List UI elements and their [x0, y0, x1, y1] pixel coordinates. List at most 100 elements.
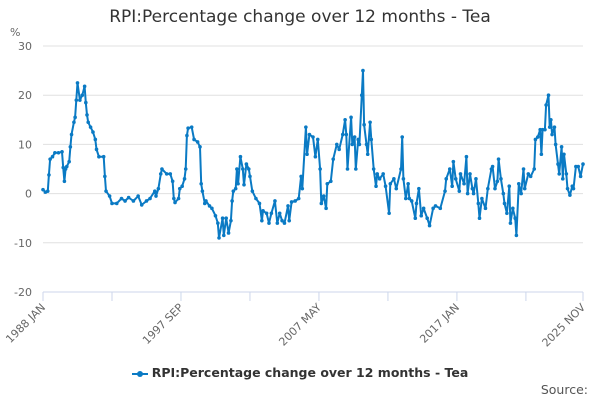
- data-point: [164, 172, 169, 176]
- data-point: [123, 199, 127, 203]
- data-point: [377, 177, 382, 181]
- data-point: [296, 196, 301, 201]
- data-point: [571, 186, 576, 191]
- data-point: [433, 204, 438, 208]
- data-point: [221, 233, 226, 238]
- data-point: [486, 186, 490, 191]
- data-point: [264, 211, 269, 216]
- data-point: [505, 211, 509, 216]
- data-point: [80, 93, 85, 97]
- data-point: [413, 216, 418, 220]
- data-point: [536, 135, 540, 139]
- data-point: [260, 218, 264, 223]
- data-point: [581, 162, 585, 166]
- data-point: [470, 186, 475, 191]
- data-point: [170, 179, 175, 184]
- data-point: [401, 177, 406, 181]
- data-point: [207, 204, 212, 208]
- data-point: [578, 174, 583, 179]
- data-point: [250, 189, 255, 193]
- data-point: [409, 199, 414, 203]
- data-point: [104, 189, 108, 193]
- chart-title: RPI:Percentage change over 12 months - T…: [109, 7, 491, 27]
- data-point: [331, 157, 336, 161]
- data-point: [185, 133, 189, 138]
- data-point: [513, 216, 518, 220]
- data-point: [280, 218, 284, 223]
- data-point: [182, 177, 187, 181]
- data-point: [474, 177, 478, 181]
- data-point: [553, 142, 558, 147]
- data-point: [533, 137, 538, 142]
- data-point: [483, 206, 488, 211]
- data-point: [468, 172, 472, 176]
- data-point: [204, 199, 208, 203]
- data-point: [192, 137, 196, 142]
- data-point: [359, 93, 364, 97]
- data-point: [91, 130, 95, 134]
- data-point: [357, 142, 362, 147]
- y-tick-label: 10: [18, 138, 32, 151]
- data-point: [177, 186, 182, 191]
- data-point: [465, 191, 470, 196]
- data-point: [450, 184, 454, 189]
- y-tick-label: 30: [18, 40, 32, 53]
- data-point: [229, 218, 233, 223]
- data-point: [519, 191, 523, 196]
- data-point: [45, 189, 50, 193]
- data-point: [75, 81, 80, 85]
- data-point: [387, 211, 391, 216]
- data-point: [176, 196, 181, 201]
- data-point: [324, 206, 328, 211]
- data-point: [172, 196, 176, 201]
- data-point: [114, 201, 119, 206]
- x-tick-label: 2025 NOV: [540, 301, 589, 350]
- data-point: [148, 196, 152, 201]
- legend-item[interactable]: RPI:Percentage change over 12 months - T…: [0, 365, 600, 380]
- data-point: [399, 167, 403, 171]
- data-point: [168, 172, 173, 176]
- data-point: [68, 145, 73, 149]
- source-label[interactable]: Source:: [540, 382, 588, 397]
- x-tick-label: 1997 SEP: [140, 301, 186, 347]
- data-point: [490, 164, 495, 169]
- data-point: [365, 152, 370, 157]
- series-line: [42, 69, 584, 239]
- data-point: [267, 221, 271, 225]
- data-point: [364, 142, 369, 147]
- x-tick-label: 1988 JAN: [3, 301, 48, 346]
- data-point: [552, 125, 557, 129]
- data-point: [82, 84, 87, 89]
- data-point: [233, 186, 238, 191]
- data-point: [126, 195, 131, 200]
- data-point: [546, 93, 551, 97]
- data-point: [361, 68, 365, 73]
- data-point: [305, 152, 309, 157]
- data-point: [244, 162, 249, 166]
- data-point: [226, 231, 231, 235]
- data-point: [236, 181, 240, 186]
- data-point: [261, 209, 265, 213]
- data-point: [153, 189, 157, 193]
- data-point: [273, 199, 277, 203]
- data-point: [352, 135, 357, 139]
- y-tick-label: 0: [25, 188, 32, 201]
- data-point: [313, 154, 318, 159]
- data-point: [242, 182, 246, 187]
- data-point: [381, 172, 385, 176]
- data-point: [403, 196, 408, 201]
- data-point: [220, 216, 225, 220]
- data-point: [476, 201, 481, 206]
- data-point: [425, 216, 429, 220]
- data-point: [275, 221, 280, 225]
- legend-line-marker-icon: [131, 370, 148, 377]
- data-point: [371, 167, 376, 171]
- data-point: [544, 103, 548, 107]
- data-point: [311, 135, 315, 139]
- data-point: [394, 186, 399, 191]
- data-point: [217, 236, 221, 240]
- data-point: [238, 154, 243, 159]
- data-point: [550, 132, 554, 137]
- data-point: [299, 174, 303, 179]
- data-point: [514, 233, 519, 238]
